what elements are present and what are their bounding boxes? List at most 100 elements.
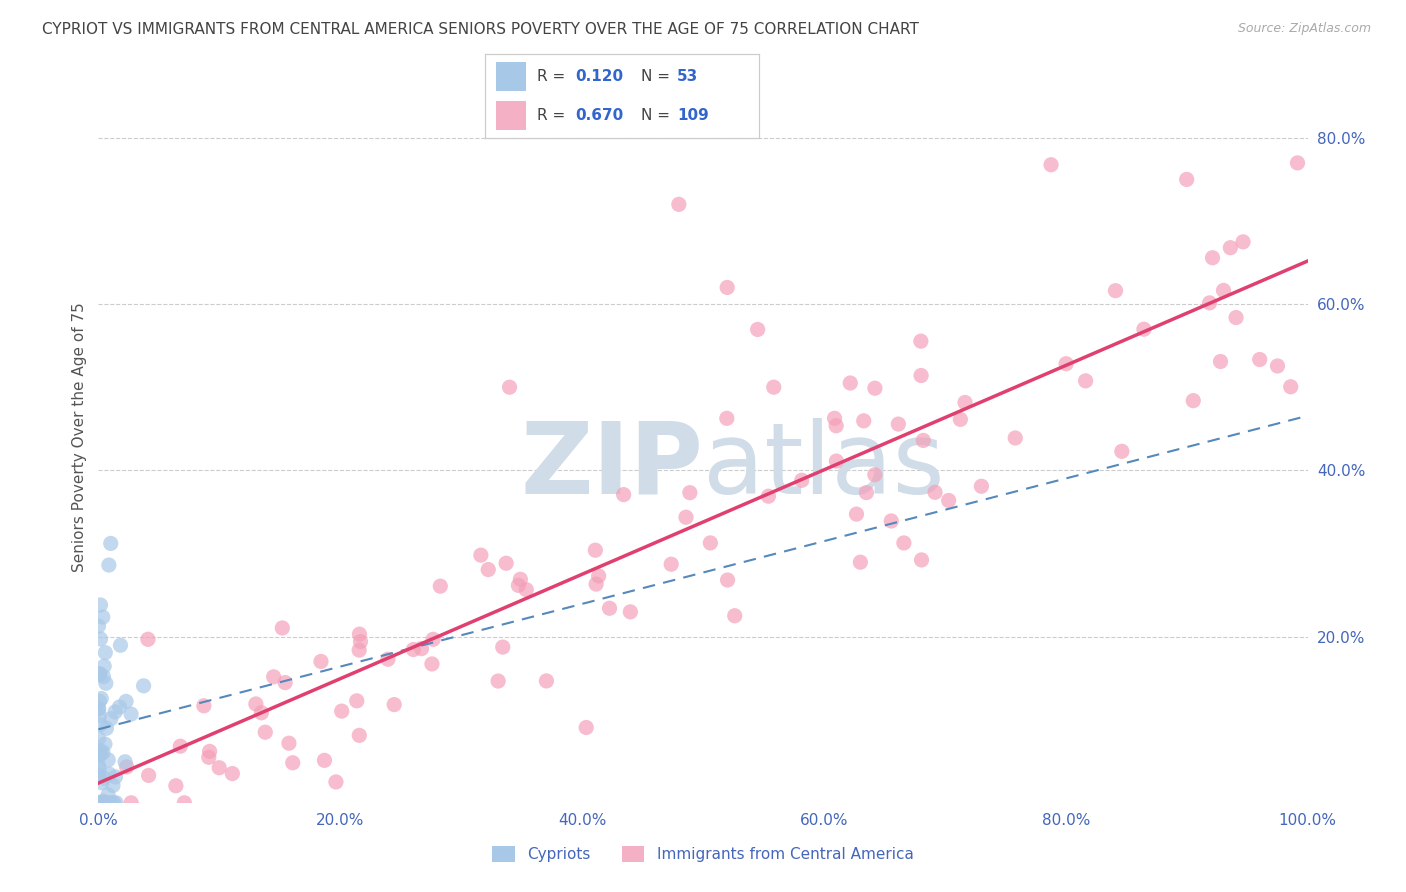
- Point: [716, 280, 738, 294]
- Point: [110, 638, 132, 652]
- Point: [245, 697, 267, 711]
- Point: [87, 619, 110, 633]
- Point: [98, 796, 121, 810]
- Point: [90, 747, 112, 762]
- Point: [132, 679, 155, 693]
- Point: [536, 673, 558, 688]
- Point: [887, 417, 910, 431]
- Point: [845, 507, 868, 521]
- Point: [89, 667, 111, 681]
- Point: [498, 380, 520, 394]
- Point: [254, 725, 277, 739]
- Point: [1104, 284, 1126, 298]
- Point: [1198, 296, 1220, 310]
- Point: [309, 655, 332, 669]
- Point: [136, 632, 159, 647]
- Point: [1286, 156, 1309, 170]
- Text: atlas: atlas: [703, 417, 945, 515]
- Point: [96, 796, 118, 810]
- Point: [101, 796, 124, 810]
- Point: [422, 632, 444, 647]
- Point: [104, 770, 127, 784]
- Point: [198, 744, 221, 758]
- Text: CYPRIOT VS IMMIGRANTS FROM CENTRAL AMERICA SENIORS POVERTY OVER THE AGE OF 75 CO: CYPRIOT VS IMMIGRANTS FROM CENTRAL AMERI…: [42, 22, 920, 37]
- Point: [910, 334, 932, 348]
- Point: [668, 197, 690, 211]
- Point: [699, 536, 721, 550]
- Point: [87, 731, 110, 746]
- Point: [429, 579, 451, 593]
- Point: [100, 712, 122, 726]
- Point: [762, 380, 785, 394]
- Point: [90, 796, 112, 810]
- Point: [330, 704, 353, 718]
- Point: [274, 675, 297, 690]
- Text: 0.120: 0.120: [575, 69, 624, 84]
- Point: [94, 646, 117, 660]
- Point: [346, 694, 368, 708]
- Point: [87, 758, 110, 772]
- Point: [349, 627, 371, 641]
- Point: [758, 489, 780, 503]
- Point: [1040, 158, 1063, 172]
- Point: [101, 779, 124, 793]
- Point: [115, 694, 138, 708]
- Point: [613, 487, 636, 501]
- Point: [347, 643, 370, 657]
- Point: [1267, 359, 1289, 373]
- Point: [495, 556, 517, 570]
- Text: 0.670: 0.670: [575, 108, 624, 123]
- Point: [87, 768, 110, 782]
- Point: [197, 750, 219, 764]
- Point: [402, 642, 425, 657]
- Point: [91, 796, 114, 810]
- Point: [93, 659, 115, 673]
- Point: [599, 601, 621, 615]
- Point: [477, 563, 499, 577]
- Point: [675, 510, 697, 524]
- Point: [89, 694, 111, 708]
- Point: [849, 555, 872, 569]
- Text: 109: 109: [678, 108, 709, 123]
- Bar: [496, 62, 526, 91]
- Point: [97, 558, 120, 572]
- Point: [89, 632, 111, 646]
- Point: [1133, 322, 1156, 336]
- Point: [277, 736, 299, 750]
- Point: [96, 721, 118, 735]
- Point: [89, 796, 111, 810]
- Point: [910, 368, 932, 383]
- Point: [89, 667, 111, 681]
- Point: [89, 708, 111, 723]
- Point: [1182, 393, 1205, 408]
- Point: [138, 768, 160, 782]
- Point: [120, 796, 142, 810]
- Point: [91, 610, 114, 624]
- Point: [325, 775, 347, 789]
- Point: [1232, 235, 1254, 249]
- Point: [1074, 374, 1097, 388]
- Point: [1201, 251, 1223, 265]
- Point: [619, 605, 641, 619]
- Text: R =: R =: [537, 108, 571, 123]
- Point: [508, 578, 530, 592]
- Point: [94, 737, 117, 751]
- Point: [93, 670, 115, 684]
- Point: [169, 739, 191, 754]
- Point: [839, 376, 862, 390]
- Point: [97, 788, 120, 802]
- Point: [87, 702, 110, 716]
- Point: [893, 536, 915, 550]
- Point: [165, 779, 187, 793]
- Point: [87, 747, 110, 762]
- Point: [659, 558, 682, 572]
- Point: [1175, 172, 1198, 186]
- Point: [108, 700, 131, 714]
- Point: [790, 473, 813, 487]
- Point: [193, 698, 215, 713]
- Point: [910, 553, 932, 567]
- Point: [679, 485, 702, 500]
- Point: [382, 698, 405, 712]
- Point: [114, 755, 136, 769]
- Point: [87, 702, 110, 716]
